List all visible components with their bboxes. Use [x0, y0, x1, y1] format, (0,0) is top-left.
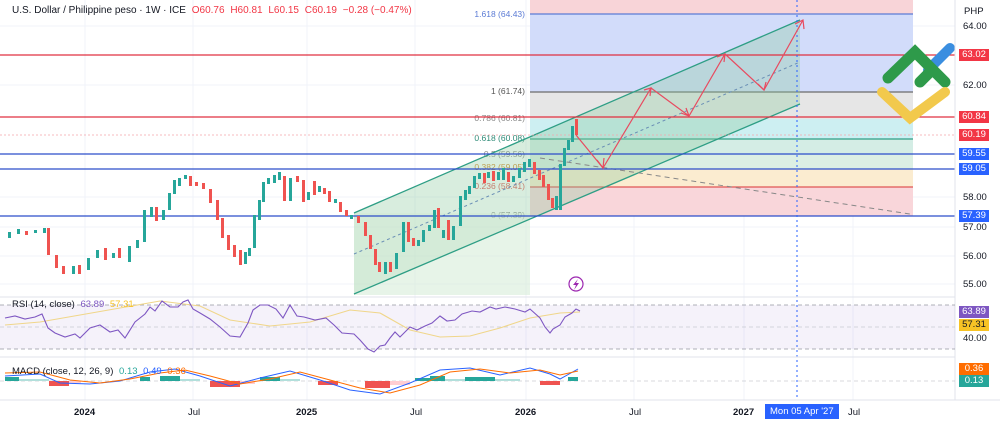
current-price-tag: 60.19: [959, 129, 989, 141]
time-label: 2024: [74, 407, 96, 418]
price-change: −0.28 (−0.47%): [342, 5, 412, 16]
time-label: Jul: [629, 407, 642, 418]
macd-title: MACD (close, 12, 26, 9): [12, 366, 114, 377]
level-tag-63-02: 63.02: [959, 49, 989, 61]
fibonacci-zones: [530, 0, 913, 216]
time-label: 2027: [733, 407, 755, 418]
price-tick: 55.00: [963, 279, 987, 290]
macd-hist-tag: 0.13: [959, 375, 989, 387]
price-tick: 56.00: [963, 251, 987, 262]
time-label: 2026: [515, 407, 537, 418]
rsi-title: RSI (14, close): [12, 299, 75, 310]
macd-signal-line: [4, 368, 579, 394]
svg-text:0.618 (60.08): 0.618 (60.08): [474, 133, 525, 143]
level-tag-59-55: 59.55: [959, 148, 989, 160]
rsi-level-tick: 40.00: [963, 333, 987, 344]
symbol-title: U.S. Dollar / Philippine peso · 1W · ICE: [12, 5, 186, 16]
ohlc-close: C60.19: [304, 5, 337, 16]
ohlc-open: O60.76: [191, 5, 225, 16]
rsi-ma-value: 57.31: [109, 299, 134, 310]
rsi-value: 63.89: [80, 299, 105, 310]
svg-text:0.236 (58.41): 0.236 (58.41): [474, 181, 525, 191]
svg-text:1.618 (64.43): 1.618 (64.43): [474, 9, 525, 19]
svg-text:1 (61.74): 1 (61.74): [491, 86, 525, 96]
rsi-line: [4, 299, 581, 353]
time-label: Jul: [410, 407, 423, 418]
time-label: Jul: [848, 407, 861, 418]
ohlc-high: H60.81: [230, 5, 263, 16]
event-lightning-icon[interactable]: [568, 276, 584, 292]
macd-signal-value: 0.36: [167, 366, 186, 377]
currency-label: PHP: [964, 6, 984, 17]
brand-logo-icon: [877, 43, 955, 125]
horizontal-levels: [0, 54, 955, 217]
price-tick: 62.00: [963, 80, 987, 91]
price-candles: [8, 119, 578, 274]
rsi-ma-tag: 57.31: [959, 319, 989, 331]
macd-value: 0.49: [143, 366, 162, 377]
macd-legend[interactable]: MACD (close, 12, 26, 9) 0.13 0.49 0.36: [12, 366, 186, 377]
svg-text:0.382 (59.05): 0.382 (59.05): [474, 162, 525, 172]
ohlc-low: L60.15: [268, 5, 299, 16]
level-tag-60-84: 60.84: [959, 111, 989, 123]
macd-hist-value: 0.13: [119, 366, 138, 377]
time-label: Jul: [188, 407, 201, 418]
level-tag-57-39: 57.39: [959, 210, 989, 222]
level-tag-59-05: 59.05: [959, 163, 989, 175]
price-tick: 64.00: [963, 21, 987, 32]
rsi-ma-line: [4, 300, 581, 338]
macd-signal-tag: 0.36: [959, 363, 989, 375]
rsi-legend[interactable]: RSI (14, close) 63.89 57.31: [12, 299, 134, 310]
svg-text:0.786 (60.81): 0.786 (60.81): [474, 113, 525, 123]
price-tick: 58.00: [963, 192, 987, 203]
time-label: 2025: [296, 407, 318, 418]
price-tick: 57.00: [963, 222, 987, 233]
symbol-legend[interactable]: U.S. Dollar / Philippine peso · 1W · ICE…: [12, 5, 412, 16]
crosshair-date-tag: Mon 05 Apr '27: [765, 404, 839, 419]
rsi-value-tag: 63.89: [959, 306, 989, 318]
